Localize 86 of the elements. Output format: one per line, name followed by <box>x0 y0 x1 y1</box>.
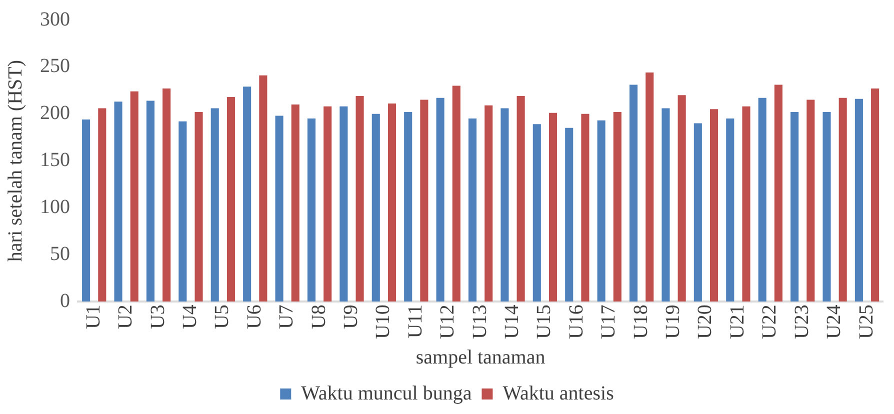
bar <box>307 118 316 302</box>
bar <box>243 86 252 302</box>
bar <box>404 112 412 302</box>
legend-label: Waktu muncul bunga <box>301 382 472 404</box>
bar <box>871 88 880 302</box>
x-tick-label: U4 <box>178 304 201 330</box>
bar <box>838 98 847 302</box>
bar <box>774 84 782 302</box>
x-axis-title: sampel tanaman <box>416 346 546 368</box>
x-tick-label: U23 <box>790 304 813 340</box>
bar <box>275 116 284 302</box>
x-tick-label: U18 <box>630 304 652 340</box>
bar <box>710 109 718 302</box>
bar <box>114 102 122 302</box>
bar <box>822 112 831 302</box>
bar <box>742 106 750 302</box>
bar <box>468 118 477 302</box>
bar <box>98 108 106 302</box>
bar <box>500 108 509 302</box>
x-tick-label: U7 <box>276 304 298 330</box>
x-tick-label: U22 <box>758 304 781 340</box>
bar <box>629 84 638 302</box>
bar <box>565 128 574 302</box>
x-tick-label: U13 <box>468 304 491 340</box>
y-tick-label: 150 <box>40 149 70 172</box>
bar <box>532 124 541 302</box>
bar <box>226 96 235 302</box>
x-tick-label: U19 <box>662 304 684 340</box>
bar <box>548 112 558 302</box>
x-tick-label: U15 <box>533 304 556 340</box>
y-tick-label: 100 <box>40 196 70 218</box>
bar <box>646 72 654 302</box>
bar <box>854 98 863 302</box>
bar <box>340 106 348 302</box>
bar <box>758 98 766 302</box>
x-tick-label: U11 <box>404 304 426 338</box>
y-tick-label: 250 <box>40 55 70 78</box>
bar <box>452 86 460 302</box>
x-tick-label: U6 <box>243 304 266 330</box>
bar <box>130 91 138 302</box>
bar <box>210 108 219 302</box>
bar <box>194 112 203 302</box>
x-tick-label: U21 <box>726 304 748 340</box>
y-tick-label: 200 <box>40 102 70 124</box>
x-tick-label: U20 <box>694 304 716 340</box>
bar <box>388 104 396 302</box>
bar <box>178 121 187 302</box>
y-tick-label: 50 <box>50 242 70 265</box>
y-tick-label: 0 <box>60 290 70 312</box>
bar <box>806 100 815 302</box>
bar <box>356 96 364 302</box>
bar <box>790 112 799 302</box>
y-tick-label: 300 <box>40 8 70 30</box>
bar <box>613 112 622 302</box>
bar <box>82 119 90 302</box>
bar <box>436 98 444 302</box>
bar <box>662 108 670 302</box>
x-tick-label: U8 <box>308 304 330 330</box>
bar <box>694 123 702 302</box>
bar <box>484 105 493 302</box>
legend-label: Waktu antesis <box>502 382 614 404</box>
bar <box>162 88 171 302</box>
x-tick-label: U10 <box>372 304 394 340</box>
x-tick-label: U25 <box>855 304 878 340</box>
x-tick-label: U14 <box>501 304 524 340</box>
x-tick-label: U24 <box>823 304 846 340</box>
bar <box>372 114 380 302</box>
bar <box>597 120 606 302</box>
bar <box>324 106 332 302</box>
y-axis-title: hari setelah tanam (HST) <box>4 60 26 262</box>
x-tick-label: U5 <box>211 304 234 330</box>
x-tick-label: U9 <box>340 304 362 330</box>
x-tick-label: U17 <box>598 304 620 340</box>
bar <box>259 75 268 302</box>
bar <box>291 104 300 302</box>
bar <box>581 114 590 302</box>
bar <box>516 96 525 302</box>
bar <box>726 118 734 302</box>
x-tick-label: U2 <box>114 304 137 330</box>
bar <box>146 100 154 302</box>
bar <box>678 95 686 302</box>
x-tick-label: U1 <box>82 304 104 330</box>
bar <box>420 100 428 302</box>
x-tick-label: U3 <box>146 304 169 330</box>
x-tick-label: U12 <box>436 304 459 340</box>
x-tick-label: U16 <box>565 304 588 340</box>
